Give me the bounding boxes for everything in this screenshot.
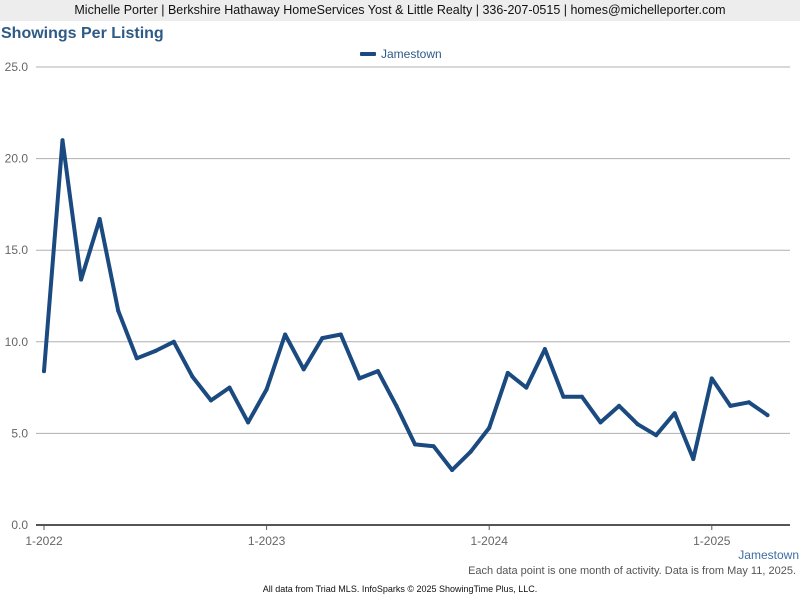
y-tick-label: 10.0 xyxy=(5,335,29,349)
data-point[interactable] xyxy=(598,420,603,425)
data-point[interactable] xyxy=(357,376,362,381)
data-point[interactable] xyxy=(709,376,714,381)
data-point[interactable] xyxy=(283,332,288,337)
data-point[interactable] xyxy=(97,217,102,222)
data-point[interactable] xyxy=(765,413,770,418)
data-point[interactable] xyxy=(524,385,529,390)
x-tick-label: 1-2024 xyxy=(471,534,509,548)
data-footnote: Each data point is one month of activity… xyxy=(468,565,796,577)
area-label: Jamestown xyxy=(738,548,799,562)
contact-header: Michelle Porter | Berkshire Hathaway Hom… xyxy=(0,0,800,21)
x-tick-label: 1-2023 xyxy=(248,534,286,548)
data-point[interactable] xyxy=(746,400,751,405)
x-axis-ticks: 1-2022 1-2023 1-2024 1-2025 xyxy=(25,525,731,548)
data-point[interactable] xyxy=(654,433,659,438)
data-point[interactable] xyxy=(79,277,84,282)
data-point[interactable] xyxy=(617,403,622,408)
data-point[interactable] xyxy=(542,347,547,352)
x-tick-label: 1-2025 xyxy=(693,534,731,548)
data-point[interactable] xyxy=(264,387,269,392)
data-point[interactable] xyxy=(153,348,158,353)
data-point[interactable] xyxy=(450,468,455,473)
data-point[interactable] xyxy=(505,370,510,375)
data-point[interactable] xyxy=(338,332,343,337)
series-line xyxy=(42,138,770,472)
data-point[interactable] xyxy=(320,336,325,341)
data-point[interactable] xyxy=(672,411,677,416)
x-tick-label: 1-2022 xyxy=(25,534,63,548)
data-point[interactable] xyxy=(635,422,640,427)
data-point[interactable] xyxy=(728,403,733,408)
grid-lines xyxy=(36,66,790,434)
data-point[interactable] xyxy=(561,394,566,399)
data-point[interactable] xyxy=(60,138,65,143)
data-credit: All data from Triad MLS. InfoSparks © 20… xyxy=(262,584,538,594)
data-point[interactable] xyxy=(42,369,46,374)
data-point[interactable] xyxy=(431,444,436,449)
data-point[interactable] xyxy=(691,457,696,462)
data-points xyxy=(42,138,770,473)
data-point[interactable] xyxy=(301,367,306,372)
data-point[interactable] xyxy=(134,356,139,361)
legend-label: Jamestown xyxy=(381,47,442,61)
data-point[interactable] xyxy=(171,339,176,344)
y-tick-label: 15.0 xyxy=(5,243,29,257)
data-point[interactable] xyxy=(227,385,232,390)
data-point[interactable] xyxy=(394,403,399,408)
data-point[interactable] xyxy=(246,420,251,425)
data-point[interactable] xyxy=(468,449,473,454)
series-layer xyxy=(42,138,770,472)
data-point[interactable] xyxy=(413,442,417,447)
data-point[interactable] xyxy=(375,369,380,374)
y-tick-label: 0.0 xyxy=(11,518,28,532)
chart-title: Showings Per Listing xyxy=(1,25,164,42)
legend-swatch xyxy=(360,52,376,56)
chart-legend[interactable]: Jamestown xyxy=(360,46,442,62)
data-point[interactable] xyxy=(190,374,195,379)
data-point[interactable] xyxy=(208,398,213,403)
data-point[interactable] xyxy=(487,425,492,430)
y-tick-label: 20.0 xyxy=(5,152,29,166)
data-point[interactable] xyxy=(116,308,121,313)
y-tick-label: 25.0 xyxy=(5,60,29,74)
data-point[interactable] xyxy=(579,394,584,399)
y-tick-label: 5.0 xyxy=(11,426,28,440)
y-axis-ticks: 0.0 5.0 10.0 15.0 20.0 25.0 xyxy=(5,60,29,532)
